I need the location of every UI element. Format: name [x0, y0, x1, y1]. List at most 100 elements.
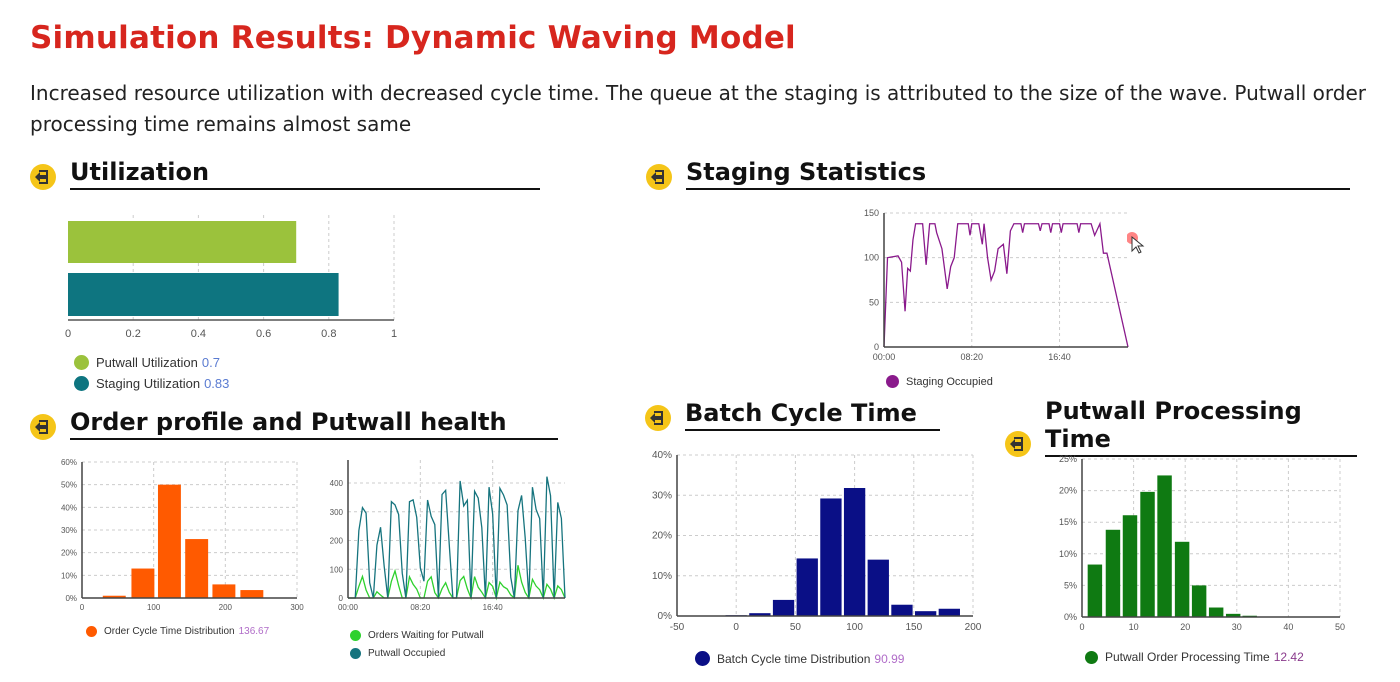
x-tick-label: 1 [391, 328, 397, 340]
x-tick-label: 0.2 [126, 328, 141, 340]
x-tick-label: 200 [219, 603, 233, 612]
y-tick-label: 10% [61, 571, 77, 580]
chart-order_cycle: 0% 10% 20% 30% 40% 50% 60% 0 100 200 300 [61, 458, 304, 612]
y-tick-label: 40% [61, 503, 77, 512]
section-utilization: Utilization [30, 158, 540, 190]
chart-batch_cycle: 0% 10% 20% 30% 40% -50 0 50 100 150 200 [652, 450, 982, 633]
y-tick-label: 20% [1059, 486, 1077, 496]
histogram-bar [1105, 529, 1121, 617]
exit-arrow-icon [1005, 431, 1031, 457]
legend-order-cycle[interactable]: Order Cycle Time Distribution 136.67 [86, 626, 269, 637]
histogram-bar [843, 488, 866, 616]
x-tick-label: 0.8 [321, 328, 336, 340]
histogram-bar [1087, 564, 1103, 617]
y-tick-label: 0% [65, 594, 77, 603]
histogram-bar [1225, 613, 1241, 617]
y-tick-label: 400 [330, 479, 344, 488]
histogram-bar [914, 611, 937, 616]
legend-dot [1085, 650, 1098, 664]
y-tick-label: 40% [652, 450, 672, 461]
chart-staging: 0 50 100 150 00:00 08:20 16:40 [864, 208, 1129, 362]
y-tick-label: 0 [874, 342, 879, 352]
y-tick-label: 10% [652, 571, 672, 582]
y-tick-label: 0% [658, 611, 673, 622]
x-tick-label: 300 [290, 603, 304, 612]
section-putwall-proc: Putwall Processing Time [1005, 397, 1357, 457]
legend-staging-utilization[interactable]: Staging Utilization 0.83 [74, 376, 229, 391]
y-tick-label: 50 [869, 297, 879, 307]
y-tick-label: 10% [1059, 549, 1077, 559]
section-order-profile: Order profile and Putwall health [30, 408, 558, 440]
x-tick-label: 200 [965, 622, 982, 633]
x-tick-label: 08:20 [961, 352, 984, 362]
histogram-bar [157, 484, 181, 598]
x-tick-label: 00:00 [338, 603, 359, 612]
histogram-bar [749, 613, 771, 616]
x-tick-label: 0 [80, 603, 85, 612]
histogram-bar [185, 539, 209, 598]
x-tick-label: 0 [733, 622, 739, 633]
y-tick-label: 300 [330, 508, 344, 517]
legend-label: Batch Cycle time Distribution [717, 651, 871, 666]
y-tick-label: 60% [61, 458, 77, 467]
section-title: Putwall Processing Time [1045, 397, 1357, 457]
legend-value: 0.7 [201, 355, 220, 370]
histogram-bar [102, 595, 126, 598]
legend-putwall-utilization[interactable]: Putwall Utilization 0.7 [74, 355, 220, 370]
legend-value: 0.83 [204, 376, 230, 391]
legend-orders-waiting[interactable]: Orders Waiting for Putwall [350, 630, 484, 641]
page-subtitle: Increased resource utilization with decr… [30, 81, 1367, 136]
bar-putwall [68, 221, 297, 263]
histogram-bar [1140, 491, 1155, 617]
y-tick-label: 200 [330, 537, 344, 546]
legend-value: 12.42 [1273, 650, 1304, 664]
section-title: Utilization [70, 158, 540, 190]
x-tick-label: 20 [1180, 622, 1190, 632]
exit-arrow-icon [645, 405, 671, 431]
x-tick-label: 10 [1129, 622, 1139, 632]
legend-batch-cycle[interactable]: Batch Cycle time Distribution 90.99 [695, 651, 904, 666]
x-tick-label: 100 [147, 603, 161, 612]
chart-utilization: 0 0.2 0.4 0.6 0.8 1 [65, 215, 397, 340]
y-tick-label: 0% [1064, 612, 1077, 622]
legend-putwall-proc[interactable]: Putwall Order Processing Time 12.42 [1085, 650, 1304, 664]
y-tick-label: 100 [330, 565, 344, 574]
legend-value: 90.99 [874, 651, 905, 666]
section-title: Order profile and Putwall health [70, 408, 558, 440]
legend-dot [695, 651, 710, 666]
y-tick-label: 100 [864, 253, 879, 263]
histogram-bar [796, 558, 818, 616]
x-tick-label: 16:40 [483, 603, 504, 612]
section-staging: Staging Statistics [646, 158, 1350, 190]
legend-dot [74, 355, 89, 370]
y-tick-label: 5% [1064, 580, 1077, 590]
histogram-bar [240, 590, 264, 598]
x-tick-label: 0 [65, 328, 71, 340]
chart-putwall_proc: 0% 5% 10% 15% 20% 25% 0 10 20 30 40 50 [1059, 454, 1345, 632]
x-tick-label: 50 [790, 622, 802, 633]
series-line-staging-occupied [883, 221, 1129, 348]
legend-dot [74, 376, 89, 391]
legend-dot [350, 630, 361, 641]
histogram-bar [891, 604, 913, 616]
x-tick-label: 50 [1335, 622, 1345, 632]
x-tick-label: 16:40 [1048, 352, 1071, 362]
legend-label: Orders Waiting for Putwall [368, 630, 484, 641]
exit-arrow-icon [30, 164, 56, 190]
histogram-bar [1157, 475, 1172, 617]
x-tick-label: 0 [1079, 622, 1084, 632]
section-title: Staging Statistics [686, 158, 1350, 190]
histogram-bar [938, 608, 960, 616]
y-tick-label: 20% [61, 549, 77, 558]
histogram-bar [131, 568, 155, 598]
legend-putwall-occupied[interactable]: Putwall Occupied [350, 648, 445, 659]
bar-staging [68, 273, 339, 316]
y-tick-label: 25% [1059, 454, 1077, 464]
x-tick-label: -50 [670, 622, 685, 633]
histogram-bar [867, 559, 889, 616]
x-tick-label: 0.6 [256, 328, 271, 340]
y-tick-label: 20% [652, 531, 672, 542]
histogram-bar [1208, 607, 1224, 617]
exit-arrow-icon [30, 414, 56, 440]
legend-staging-occupied[interactable]: Staging Occupied [886, 375, 993, 388]
